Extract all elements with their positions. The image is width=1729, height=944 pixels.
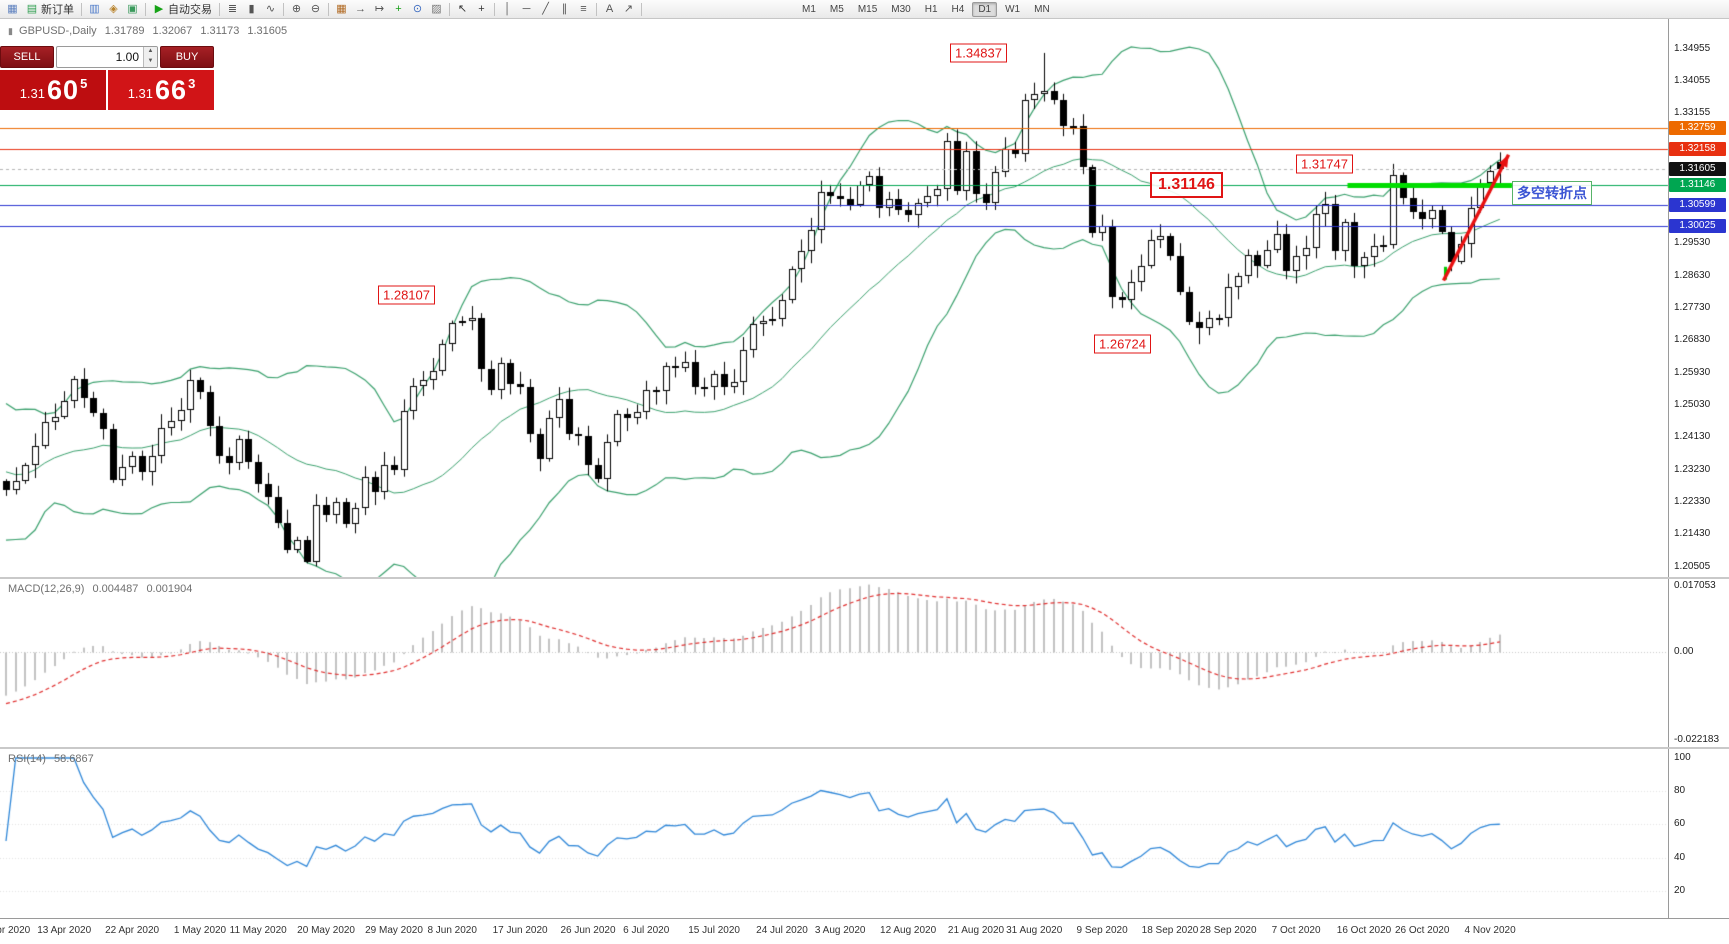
ohlc-high: 1.32067	[152, 25, 193, 37]
timeframe-m15-button[interactable]: M15	[857, 3, 878, 15]
navigator-icon[interactable]: ◈	[109, 2, 118, 15]
sell-button[interactable]: SELL	[0, 46, 54, 68]
high-price-label[interactable]: 1.34837	[950, 43, 1007, 63]
templates-icon[interactable]: ▨	[431, 2, 442, 15]
new-order-button[interactable]: ▤ 新订单	[22, 1, 78, 18]
fibonacci-icon[interactable]: ≡	[580, 2, 587, 15]
horizontal-line-icon[interactable]: ─	[522, 2, 531, 15]
one-click-trading-panel: SELL 1.00 ▲ ▼ BUY 1.31 60 5 1.31 66 3	[0, 46, 214, 110]
volume-value[interactable]: 1.00	[115, 50, 139, 64]
zoom-in-icon[interactable]: ⊕	[291, 2, 302, 15]
periods-icon[interactable]: ⊙	[412, 2, 423, 15]
symbol-chart-icon[interactable]: ▦	[7, 2, 18, 15]
time-axis-separator	[0, 918, 1729, 919]
new-order-icon: ▤	[26, 2, 38, 15]
ohlc-open: 1.31789	[104, 25, 145, 37]
volume-down-button[interactable]: ▼	[144, 57, 157, 67]
buy-button[interactable]: BUY	[160, 46, 214, 68]
trendline-icon[interactable]: ╱	[542, 2, 549, 15]
rsi-indicator-label: RSI(14) 58.6867	[8, 753, 94, 765]
toolbar-separator	[328, 2, 329, 16]
timeframe-d1-button[interactable]: D1	[972, 1, 998, 17]
macd-signal-value: 0.001904	[146, 583, 193, 595]
toolbar-spacer	[645, 9, 795, 10]
bars-chart-icon[interactable]: ≣	[227, 2, 238, 15]
volume-stepper: ▲ ▼	[143, 47, 157, 67]
macd-title: MACD(12,26,9)	[8, 583, 85, 595]
chart-title-icon: ▮	[8, 26, 13, 36]
macd-indicator-label: MACD(12,26,9) 0.004487 0.001904	[8, 583, 192, 595]
new-order-label: 新订单	[41, 4, 74, 16]
timeframe-h4-button[interactable]: H4	[951, 3, 965, 15]
timeframe-m1-button[interactable]: M1	[802, 3, 816, 15]
ohlc-close: 1.31605	[247, 25, 288, 37]
chart-symbol-period: GBPUSD-,Daily	[19, 25, 97, 37]
toolbar-separator	[81, 2, 82, 16]
toolbar-separator	[219, 2, 220, 16]
rsi-title: RSI(14)	[8, 753, 46, 765]
rsi-value: 58.6867	[53, 753, 94, 765]
cursor-icon[interactable]: ↖	[457, 2, 468, 15]
chart-shift-icon[interactable]: ↦	[374, 2, 385, 15]
toolbar: ▦ ▤ 新订单 ▥ ◈ ▣ ▶ 自动交易 ≣ ▮ ∿ ⊕ ⊖ ▦ → ↦ + ⊙ ▨ ↖ + │ ─ ╱ ∥ ≡ A ↗ M1 M5 M15…	[0, 0, 1729, 19]
line-chart-icon[interactable]: ∿	[265, 2, 276, 15]
macd-main-value: 0.004487	[92, 583, 139, 595]
chart-title: ▮ GBPUSD-,Daily 1.31789 1.32067 1.31173 …	[8, 25, 287, 37]
price-axis-border	[1668, 19, 1669, 918]
key-level-price-label[interactable]: 1.31146	[1150, 172, 1223, 199]
toolbar-separator	[596, 2, 597, 16]
jun-high-price-label[interactable]: 1.28107	[378, 285, 435, 305]
timeframe-h1-button[interactable]: H1	[924, 3, 938, 15]
autotrading-label: 自动交易	[168, 4, 212, 16]
toolbar-separator	[641, 2, 642, 16]
toolbar-separator	[283, 2, 284, 16]
market-watch-icon[interactable]: ▥	[89, 2, 100, 15]
buy-price-prefix: 1.31	[127, 86, 154, 101]
auto-scroll-icon[interactable]: →	[355, 2, 366, 15]
terminal-icon[interactable]: ▣	[127, 2, 138, 15]
turning-point-label[interactable]: 多空转折点	[1512, 181, 1592, 206]
zoom-out-icon[interactable]: ⊖	[310, 2, 321, 15]
buy-price-sup: 3	[188, 75, 196, 91]
pane-splitter[interactable]	[0, 747, 1729, 749]
autotrading-icon: ▶	[154, 2, 164, 15]
pane-splitter[interactable]	[0, 577, 1729, 579]
buy-price-display[interactable]: 1.31 66 3	[108, 70, 214, 110]
sell-price-display[interactable]: 1.31 60 5	[0, 70, 106, 110]
volume-field[interactable]: 1.00 ▲ ▼	[56, 46, 158, 68]
toolbar-separator	[449, 2, 450, 16]
indicators-icon[interactable]: +	[395, 2, 402, 15]
toolbar-separator	[494, 2, 495, 16]
sell-price-sup: 5	[80, 75, 88, 91]
channel-icon[interactable]: ∥	[561, 2, 568, 15]
volume-up-button[interactable]: ▲	[144, 47, 157, 57]
sell-price-prefix: 1.31	[19, 86, 46, 101]
timeframe-w1-button[interactable]: W1	[1005, 3, 1021, 15]
sep-low-price-label[interactable]: 1.26724	[1094, 334, 1151, 354]
autotrading-button[interactable]: ▶ 自动交易	[149, 1, 216, 18]
timeframe-m5-button[interactable]: M5	[829, 3, 844, 15]
toolbar-separator	[145, 2, 146, 16]
timeframe-m30-button[interactable]: M30	[891, 3, 911, 15]
text-label-icon[interactable]: A	[605, 2, 614, 15]
oct-high-price-label[interactable]: 1.31747	[1296, 154, 1353, 174]
buy-price-big: 66	[155, 74, 188, 105]
timeframe-mn-button[interactable]: MN	[1034, 3, 1050, 15]
sell-price-big: 60	[47, 74, 80, 105]
candlestick-chart-icon[interactable]: ▮	[248, 2, 255, 15]
arrow-object-icon[interactable]: ↗	[623, 2, 634, 15]
ohlc-low: 1.31173	[200, 25, 240, 37]
tile-windows-icon[interactable]: ▦	[336, 2, 347, 15]
crosshair-icon[interactable]: +	[478, 2, 485, 15]
vertical-line-icon[interactable]: │	[504, 2, 511, 15]
